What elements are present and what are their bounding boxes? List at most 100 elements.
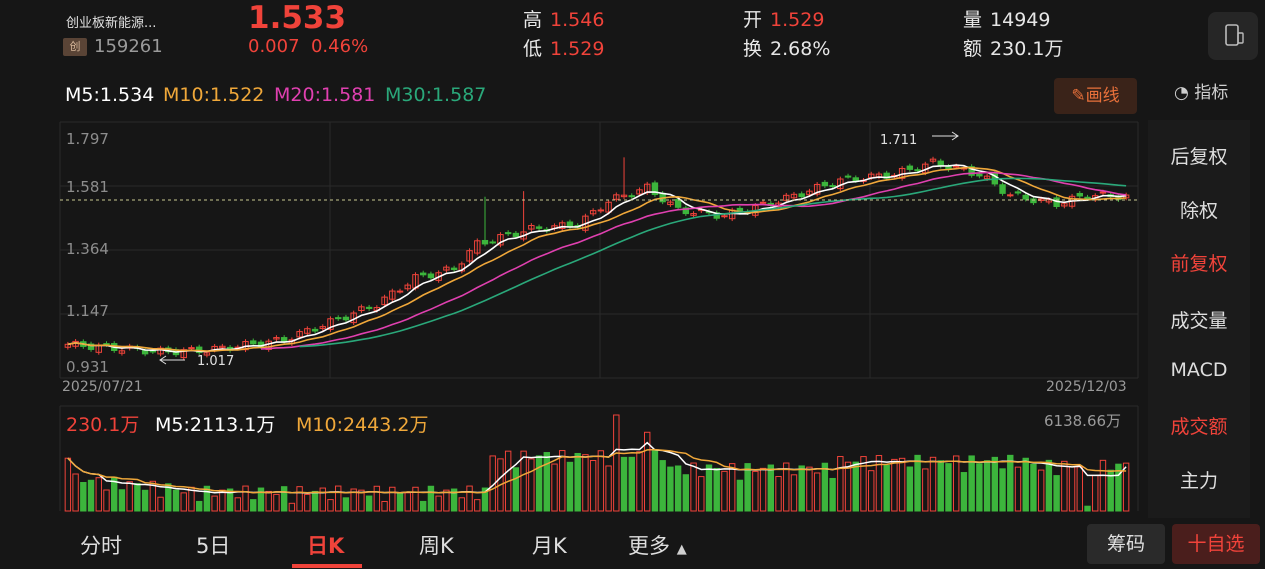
candle-body <box>358 306 365 312</box>
candle-body <box>1030 198 1037 204</box>
y-tick-4: 1.147 <box>66 302 109 320</box>
amount-bar <box>1092 474 1099 512</box>
amount-bar <box>952 455 960 512</box>
side-menu: 后复权 除权 前复权 成交量 MACD 成交额 主力 <box>1148 120 1250 518</box>
amount-bar <box>381 500 388 512</box>
amount-bar <box>342 497 350 512</box>
menu-post-adjusted[interactable]: 后复权 <box>1170 146 1228 168</box>
candle-body <box>327 318 334 330</box>
candle-body <box>280 337 288 342</box>
amount-bar <box>821 462 829 512</box>
amount-bar <box>883 464 890 512</box>
amount-bar <box>875 455 883 512</box>
candle-body <box>528 224 535 230</box>
amount-bar <box>280 486 288 512</box>
menu-pre-adjusted[interactable]: 前复权 <box>1170 253 1228 275</box>
amount-bar <box>195 500 203 512</box>
candle-body <box>342 316 350 321</box>
landscape-toggle-button[interactable] <box>1208 12 1258 60</box>
amount-bar <box>898 457 906 512</box>
amount-bar <box>914 454 921 512</box>
amount-bar <box>566 461 574 512</box>
add-watchlist-button[interactable]: 十自选 <box>1172 524 1260 564</box>
amount-bar <box>118 489 126 512</box>
amount-bar <box>829 477 836 512</box>
amount-bar <box>358 489 365 512</box>
amount-bar <box>1076 466 1083 512</box>
candle-body <box>906 165 914 170</box>
menu-main-force[interactable]: 主力 <box>1179 470 1218 492</box>
candle-body <box>914 169 921 172</box>
amount-bar <box>636 451 643 512</box>
stock-name: 创业板新能源... <box>66 16 157 31</box>
candle-body <box>203 352 211 356</box>
candle-body <box>813 183 821 195</box>
candle-body <box>489 241 496 244</box>
candle-body <box>597 209 605 212</box>
amount-bar <box>1084 505 1091 512</box>
candle-body <box>690 213 697 216</box>
kline-chart[interactable]: 1.797 1.581 1.364 1.147 0.931 1.711 1.01… <box>0 120 1140 380</box>
chips-button[interactable]: 筹码 <box>1087 524 1165 564</box>
amount-bar <box>180 492 187 512</box>
y-tick-bottom: 0.931 <box>66 358 109 376</box>
amount-bar <box>435 495 442 512</box>
candle-body <box>1045 199 1053 203</box>
candle-body <box>427 273 435 279</box>
low-stat: 低 1.529 <box>523 38 605 60</box>
tab-5day[interactable]: 5日 <box>196 534 231 558</box>
amount-bar <box>1107 469 1114 512</box>
tab-daily-k[interactable]: 日K <box>307 534 345 558</box>
amount-bar <box>427 485 435 512</box>
candle-body <box>798 193 805 198</box>
candle-body <box>790 193 798 199</box>
amount-bar <box>1014 466 1022 512</box>
tab-intraday[interactable]: 分时 <box>80 534 122 558</box>
amount-bar <box>937 460 944 512</box>
amount-bar <box>775 476 782 512</box>
amount-m5-line <box>67 441 1127 494</box>
amount-bar <box>991 456 999 512</box>
amount-bar <box>141 489 149 512</box>
candle-body <box>450 267 458 271</box>
start-date: 2025/07/21 <box>62 379 143 395</box>
candle-body <box>821 181 829 187</box>
candle-body <box>651 182 659 196</box>
amount-bar <box>713 467 720 512</box>
candle-body <box>381 296 388 306</box>
candle-body <box>1014 191 1022 194</box>
candle-body <box>1022 194 1029 200</box>
change-percent: 0.46% <box>310 36 369 57</box>
candle-body <box>829 185 836 188</box>
ma30-line <box>299 177 1127 348</box>
menu-amount[interactable]: 成交额 <box>1170 416 1228 438</box>
candle-body <box>852 177 859 182</box>
menu-volume[interactable]: 成交量 <box>1170 310 1228 332</box>
candle-body <box>952 165 960 168</box>
candle-body <box>1076 192 1083 197</box>
amount-bar <box>1053 475 1060 512</box>
menu-ex-rights[interactable]: 除权 <box>1179 200 1218 222</box>
amount-bar <box>790 474 798 512</box>
candle-body <box>667 201 674 206</box>
amount-bar <box>327 499 334 512</box>
amount-bar <box>1037 469 1045 512</box>
amount-bar <box>728 463 736 512</box>
amount-bar <box>87 479 95 512</box>
amount-bar <box>806 466 813 512</box>
draw-line-button[interactable]: ✎画线 <box>1054 78 1137 114</box>
candle-body <box>636 189 643 195</box>
tab-monthly-k[interactable]: 月K <box>532 534 567 558</box>
amount-bar <box>1068 466 1076 512</box>
menu-macd[interactable]: MACD <box>1170 359 1228 381</box>
amount-bar <box>690 462 697 512</box>
tab-weekly-k[interactable]: 周K <box>419 534 454 558</box>
candle-body <box>319 326 326 329</box>
candle-body <box>1084 196 1091 199</box>
amount-chart[interactable] <box>0 405 1140 513</box>
tab-more[interactable]: 更多 ▲ <box>628 534 687 558</box>
amount-bar <box>404 492 411 512</box>
amount-bar <box>620 456 628 512</box>
amount-bar <box>605 465 612 512</box>
indicator-button[interactable]: ◔ 指标 <box>1174 83 1229 103</box>
